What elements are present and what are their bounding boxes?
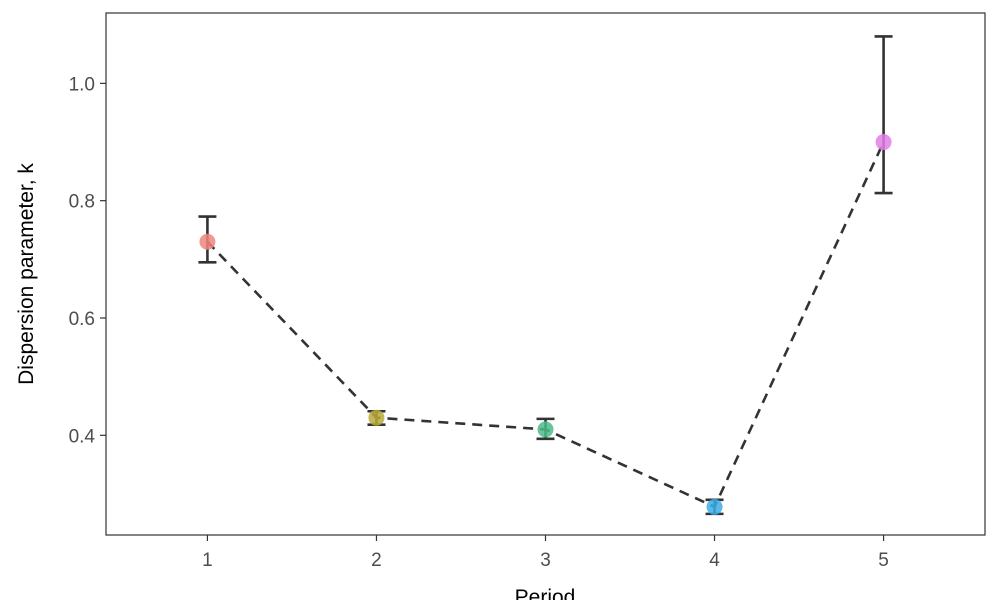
- y-tick-label: 1.0: [69, 74, 95, 95]
- data-points: [199, 134, 892, 515]
- x-axis-title: Period: [515, 586, 576, 600]
- data-point: [875, 134, 892, 151]
- x-tick-label: 4: [709, 550, 720, 571]
- error-bar: [874, 35, 893, 195]
- y-axis-title: Dispersion parameter, k: [15, 163, 38, 385]
- y-axis: 0.4 0.6 0.8 1.0: [69, 74, 106, 447]
- dashed-connector-line: [206, 141, 885, 509]
- y-tick-label: 0.6: [69, 309, 95, 330]
- x-tick-label: 2: [371, 550, 382, 571]
- data-point: [706, 498, 723, 515]
- x-tick-label: 1: [202, 550, 213, 571]
- error-bars: [198, 35, 893, 516]
- data-point: [199, 233, 216, 250]
- data-point: [368, 409, 385, 426]
- panel-border: [105, 12, 986, 536]
- x-axis: 1 2 3 4 5: [202, 535, 889, 571]
- x-tick-label: 5: [878, 550, 889, 571]
- data-point: [537, 421, 554, 438]
- y-tick-label: 0.8: [69, 192, 95, 213]
- x-tick-label: 3: [540, 550, 551, 571]
- y-tick-label: 0.4: [69, 426, 96, 447]
